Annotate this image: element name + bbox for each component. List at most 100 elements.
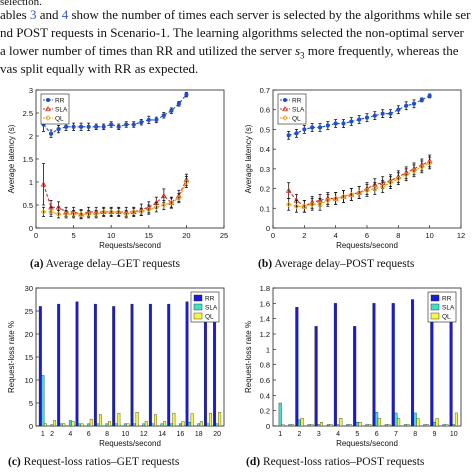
point-rr [154, 117, 159, 122]
y-tick-label: 2 [29, 132, 33, 141]
point-ql [93, 211, 99, 217]
bar-ql [43, 423, 47, 427]
bar-ql [99, 414, 102, 427]
bar-sla [142, 423, 146, 427]
point-ql [70, 211, 77, 217]
legend-label-sla: SLA [55, 107, 68, 114]
bar-ql [126, 423, 130, 427]
point-sla [282, 105, 288, 112]
point-rr [109, 122, 114, 127]
point-rr [48, 131, 54, 136]
bar-sla [278, 402, 282, 427]
bar-ql [291, 424, 295, 427]
y-tick-label: 0.2 [260, 407, 270, 416]
bar-sla [188, 422, 192, 427]
bar-ql [387, 424, 391, 427]
point-rr [349, 119, 354, 124]
bar-ql [426, 424, 430, 427]
chart-avg-delay-post: 0 0.1 0.2 0.3 0.4 0.5 0.6 0.7 Average latency (s… [244, 86, 465, 250]
point-rr [56, 127, 61, 132]
point-ql [176, 195, 182, 201]
bar-ql [377, 418, 381, 427]
text-line-4: vas split equally with RR as expected. [0, 61, 199, 76]
bar-sla [384, 424, 388, 427]
bar-ql [435, 418, 439, 427]
bar-ql [368, 424, 372, 427]
legend-label-sla: SLA [205, 305, 218, 312]
point-ql [168, 199, 175, 206]
bar-sla [317, 424, 321, 427]
point-ql [309, 201, 315, 208]
point-rr [317, 125, 323, 130]
point-ql [161, 202, 167, 208]
point-rr [364, 115, 370, 120]
bar-rr [75, 301, 79, 427]
bar-ql [348, 424, 352, 427]
point-ql [108, 209, 114, 215]
x-tick-label: 6 [365, 231, 369, 240]
bar-sla [326, 424, 330, 427]
point-rr [94, 124, 99, 129]
bar-sla [375, 412, 379, 427]
bar-sla [452, 424, 456, 427]
y-tick-label: 1.5 [23, 155, 33, 164]
point-ql [426, 160, 433, 166]
x-tick-label: 10 [122, 431, 130, 438]
point-rr [372, 113, 377, 118]
point-rr [294, 131, 299, 136]
bar-rr [430, 306, 434, 427]
bar-ql [144, 421, 148, 427]
legend-label-rr: RR [292, 98, 302, 105]
bar-rr [93, 303, 97, 427]
x-tick-label: 20 [213, 431, 221, 438]
bar-ql [329, 424, 333, 427]
point-ql [282, 115, 288, 121]
bar-ql [218, 412, 222, 427]
point-rr [139, 120, 144, 125]
x-tick-label: 3 [317, 431, 321, 438]
x-tick-label: 10 [107, 231, 115, 240]
y-tick-label: 0.3 [260, 165, 270, 174]
bar-sla [394, 412, 398, 427]
bar-sla [206, 423, 210, 427]
legend-label-rr: RR [442, 296, 452, 303]
bar-ql [310, 424, 314, 427]
bar-rr [148, 303, 152, 427]
bar-ql [281, 424, 285, 427]
point-rr [404, 103, 409, 108]
bar-ql [319, 421, 323, 427]
bar-rr [353, 326, 357, 427]
x-tick-label: 5 [72, 231, 76, 240]
point-rr [341, 121, 346, 126]
point-ql [364, 187, 370, 194]
bar-sla [336, 424, 340, 427]
point-ql [55, 211, 62, 217]
bar-ql [300, 418, 304, 427]
legend-box [40, 93, 70, 125]
bar-sla [442, 424, 446, 427]
x-tick-label: 18 [195, 431, 203, 438]
bar-ql [117, 412, 121, 427]
bar-ql [154, 414, 157, 427]
point-rr [64, 124, 69, 129]
bar-rr [391, 303, 395, 427]
point-ql [183, 179, 190, 185]
bar-ql [71, 421, 75, 427]
table-ref-4[interactable]: 4 [61, 7, 69, 22]
y-tick-label: 0.6 [260, 376, 270, 385]
y-tick-label: 0 [29, 224, 33, 233]
bar-sla [50, 424, 54, 427]
x-tick-label: 8 [413, 431, 417, 438]
legend-swatch-sla [430, 303, 440, 311]
point-rr [101, 124, 106, 129]
y-tick-label: 0.2 [260, 185, 270, 194]
bar-rr [449, 309, 453, 427]
point-ql [348, 191, 355, 198]
y-tick-label: 0.8 [260, 361, 270, 370]
y-axis-label: Request-loss rate % [7, 321, 16, 393]
x-tick-label: 12 [140, 431, 148, 438]
bar-sla [346, 424, 350, 427]
bar-ql [62, 423, 66, 427]
y-tick-label: 15 [25, 353, 33, 362]
table-ref-3[interactable]: 3 [29, 7, 37, 22]
